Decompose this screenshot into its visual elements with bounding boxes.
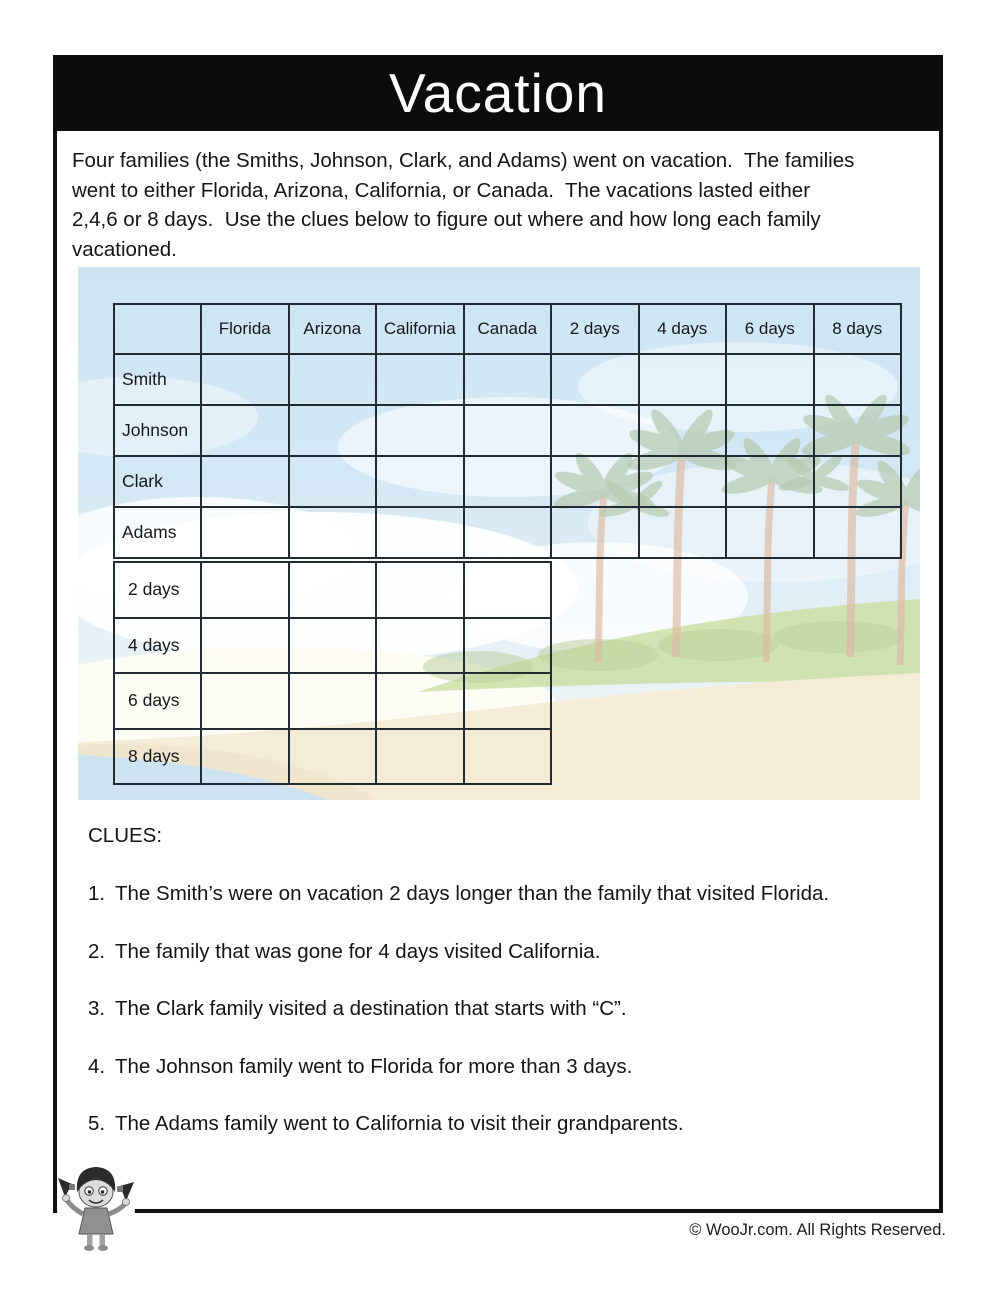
grid-cell: [287, 616, 377, 674]
clue-item: 4. The Johnson family went to Florida fo…: [88, 1052, 928, 1081]
row-header: 2 days: [113, 561, 202, 619]
clue-item: 2. The family that was gone for 4 days v…: [88, 937, 928, 966]
grid-corner-cell: [113, 303, 202, 355]
clue-text: The Smith’s were on vacation 2 days long…: [115, 882, 830, 905]
column-header: Florida: [200, 303, 290, 355]
grid-cell: [287, 353, 377, 406]
clue-number: 2.: [88, 939, 106, 963]
row-header: Smith: [113, 353, 202, 406]
grid-cell: [287, 727, 377, 785]
clue-text: The Johnson family went to Florida for m…: [115, 1054, 633, 1078]
grid-cell: [375, 506, 465, 559]
grid-cell: [200, 455, 290, 508]
clue-item: 5. The Adams family went to California t…: [88, 1109, 928, 1138]
grid-cell: [462, 506, 552, 559]
grid-cell: [200, 353, 290, 406]
row-header: Clark: [113, 455, 202, 508]
bush-shape: [773, 621, 903, 653]
grid-cell: [637, 506, 727, 559]
page-title: Vacation: [389, 62, 607, 124]
clues-heading: CLUES:: [88, 824, 163, 847]
grid-cell: [725, 404, 815, 457]
intro-line: Four families (the Smiths, Johnson, Clar…: [72, 149, 855, 172]
bush-shape: [658, 629, 778, 661]
column-header: 4 days: [637, 303, 727, 355]
grid-cell: [287, 561, 377, 619]
intro-line: vacationed.: [72, 237, 177, 261]
grid-cell: [462, 727, 552, 785]
grid-cell: [812, 404, 902, 457]
grid-cell: [375, 672, 465, 730]
grid-cell: [462, 672, 552, 730]
intro-paragraph: Four families (the Smiths, Johnson, Clar…: [72, 146, 932, 264]
grid-cell: [462, 561, 552, 619]
grid-cell: [200, 727, 290, 785]
grid-cell: [550, 455, 640, 508]
title-bar: Vacation: [53, 55, 943, 131]
grid-cell: [287, 506, 377, 559]
column-header: California: [375, 303, 465, 355]
grid-cell: [200, 672, 290, 730]
grid-cell: [200, 561, 290, 619]
grid-cell: [550, 506, 640, 559]
mascot-girl-icon: [57, 1162, 135, 1254]
grid-cell: [637, 455, 727, 508]
grid-cell: [375, 455, 465, 508]
grid-cell: [462, 616, 552, 674]
grid-cell: [287, 672, 377, 730]
intro-line: went to either Florida, Arizona, Califor…: [72, 178, 811, 202]
grid-cell: [200, 506, 290, 559]
grid-cell: [200, 404, 290, 457]
grid-cell: [725, 353, 815, 406]
row-header: Johnson: [113, 404, 202, 457]
grid-cell: [287, 455, 377, 508]
grid-cell: [550, 404, 640, 457]
clue-number: 3.: [88, 997, 106, 1020]
grid-cell: [550, 353, 640, 406]
grid-cell: [725, 455, 815, 508]
column-header: Arizona: [287, 303, 377, 355]
intro-line: 2,4,6 or 8 days. Use the clues below to …: [72, 208, 821, 231]
clue-text: The Clark family visited a destination t…: [115, 997, 627, 1020]
grid-cell: [637, 404, 727, 457]
clue-item: 1. The Smith’s were on vacation 2 days l…: [88, 879, 928, 908]
grid-cell: [375, 353, 465, 406]
grid-cell: [462, 353, 552, 406]
grid-cell: [287, 404, 377, 457]
grid-cell: [462, 404, 552, 457]
column-header: 8 days: [812, 303, 902, 355]
row-header: 8 days: [113, 727, 202, 785]
row-header: 4 days: [113, 616, 202, 674]
copyright-text: © WooJr.com. All Rights Reserved.: [689, 1221, 946, 1239]
grid-cell: [375, 727, 465, 785]
column-header: 6 days: [725, 303, 815, 355]
clue-number: 4.: [88, 1054, 106, 1078]
clue-number: 5.: [88, 1112, 106, 1135]
grid-cell: [375, 404, 465, 457]
row-header: Adams: [113, 506, 202, 559]
column-header: 2 days: [550, 303, 640, 355]
clues-section: CLUES: 1. The Smith’s were on vacation 2…: [88, 821, 928, 1167]
grid-cell: [200, 616, 290, 674]
grid-cell: [812, 353, 902, 406]
clue-text: The family that was gone for 4 days visi…: [115, 939, 601, 963]
logic-grid-durations: 2 days 4 days 6 days 8 days: [113, 561, 552, 785]
grid-cell: [375, 616, 465, 674]
grid-cell: [462, 455, 552, 508]
grid-cell: [637, 353, 727, 406]
grid-cell: [812, 506, 902, 559]
grid-cell: [812, 455, 902, 508]
clue-text: The Adams family went to California to v…: [115, 1112, 684, 1135]
column-header: Canada: [462, 303, 552, 355]
row-header: 6 days: [113, 672, 202, 730]
beach-panel: Florida Arizona California Canada 2 days 4 da…: [78, 267, 920, 800]
grid-cell: [725, 506, 815, 559]
clue-number: 1.: [88, 882, 106, 905]
clue-item: 3. The Clark family visited a destinatio…: [88, 994, 928, 1023]
logic-grid-families: Florida Arizona California Canada 2 days 4 da…: [113, 303, 902, 559]
grid-cell: [375, 561, 465, 619]
